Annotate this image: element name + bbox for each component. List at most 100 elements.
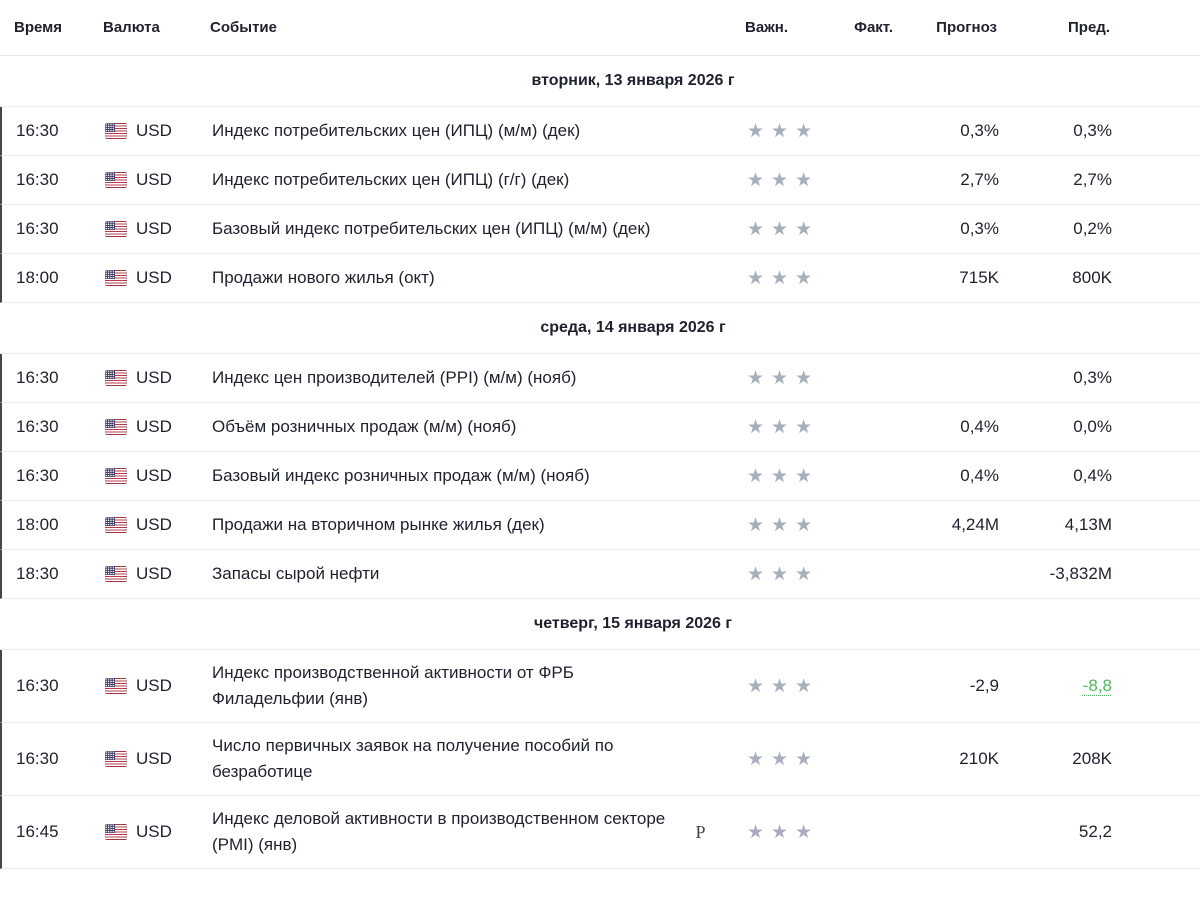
importance-stars: ★ ★ ★ [714, 218, 832, 241]
star-icon: ★ [747, 748, 765, 770]
previous-cell: 0,3% [1073, 121, 1112, 140]
event-title: Продажи на вторичном рынке жилья (дек) [212, 515, 545, 534]
currency-cell: USD [105, 515, 212, 535]
star-icon: ★ [747, 465, 765, 487]
event-row[interactable]: 16:45 USD Индекс деловой активности в прои… [0, 796, 1200, 869]
header-row: Время Валюта Событие Важн. Факт. Прогноз… [0, 0, 1200, 56]
currency-cell: USD [105, 466, 212, 486]
star-icon: ★ [795, 563, 813, 585]
star-icon: ★ [771, 218, 789, 240]
forecast-cell: 0,3% [960, 121, 999, 140]
importance-stars: ★ ★ ★ [714, 514, 832, 537]
previous-cell: 4,13M [1064, 515, 1112, 534]
forecast-cell: 0,4% [960, 417, 999, 436]
currency-code: USD [136, 170, 172, 189]
star-icon: ★ [771, 367, 789, 389]
event-row[interactable]: 16:30 USD Объём розничных продаж (м/м) (но… [0, 403, 1200, 452]
col-header-event: Событие [210, 19, 277, 36]
event-title: Базовый индекс розничных продаж (м/м) (н… [212, 466, 590, 485]
event-row[interactable]: 18:00 USD Продажи на вторичном рынке жилья… [0, 501, 1200, 550]
col-header-time: Время [14, 19, 62, 36]
previous-cell: -3,832M [1049, 564, 1112, 583]
event-title: Индекс производственной активности от ФР… [212, 663, 574, 708]
event-row[interactable]: 16:30 USD Индекс производственной активнос… [0, 650, 1200, 723]
star-icon: ★ [747, 120, 765, 142]
us-flag-icon [105, 172, 127, 188]
currency-cell: USD [105, 564, 212, 584]
event-row[interactable]: 16:30 USD Индекс потребительских цен (ИПЦ)… [0, 156, 1200, 205]
col-header-forecast: Прогноз [936, 19, 997, 36]
event-title: Объём розничных продаж (м/м) (нояб) [212, 417, 517, 436]
time-cell: 16:30 [16, 466, 59, 485]
star-icon: ★ [771, 821, 789, 843]
star-icon: ★ [747, 514, 765, 536]
currency-code: USD [136, 749, 172, 768]
currency-cell: USD [105, 749, 212, 769]
forecast-cell: 2,7% [960, 170, 999, 189]
currency-cell: USD [105, 676, 212, 696]
star-icon: ★ [747, 218, 765, 240]
time-cell: 18:00 [16, 268, 59, 287]
event-row[interactable]: 16:30 USD Индекс цен производителей (PPI) … [0, 354, 1200, 403]
currency-cell: USD [105, 121, 212, 141]
date-separator: вторник, 13 января 2026 г [0, 56, 1200, 107]
event-row[interactable]: 16:30 USD Базовый индекс потребительских ц… [0, 205, 1200, 254]
star-icon: ★ [771, 514, 789, 536]
col-header-actual: Факт. [854, 19, 893, 36]
forecast-cell: 210K [959, 749, 999, 768]
star-icon: ★ [771, 465, 789, 487]
us-flag-icon [105, 221, 127, 237]
date-separator: четверг, 15 января 2026 г [0, 599, 1200, 650]
importance-stars: ★ ★ ★ [714, 169, 832, 192]
event-title: Индекс цен производителей (PPI) (м/м) (н… [212, 368, 577, 387]
importance-stars: ★ ★ ★ [714, 821, 832, 844]
star-icon: ★ [795, 465, 813, 487]
importance-stars: ★ ★ ★ [714, 675, 832, 698]
col-header-currency: Валюта [103, 19, 160, 36]
date-separator-label: вторник, 13 января 2026 г [531, 72, 735, 89]
time-cell: 18:30 [16, 564, 59, 583]
currency-cell: USD [105, 822, 212, 842]
us-flag-icon [105, 566, 127, 582]
star-icon: ★ [747, 367, 765, 389]
previous-cell: 208K [1072, 749, 1112, 768]
currency-cell: USD [105, 417, 212, 437]
importance-stars: ★ ★ ★ [714, 416, 832, 439]
importance-stars: ★ ★ ★ [714, 748, 832, 771]
forecast-cell: 715K [959, 268, 999, 287]
previous-cell: 0,4% [1073, 466, 1112, 485]
previous-cell: 0,2% [1073, 219, 1112, 238]
previous-link[interactable]: -8,8 [1082, 676, 1112, 695]
currency-code: USD [136, 368, 172, 387]
previous-cell: -8,8 [999, 676, 1112, 696]
col-header-importance: Важн. [745, 19, 789, 36]
star-icon: ★ [771, 748, 789, 770]
star-icon: ★ [795, 169, 813, 191]
currency-cell: USD [105, 268, 212, 288]
us-flag-icon [105, 370, 127, 386]
star-icon: ★ [771, 563, 789, 585]
forecast-cell: 4,24M [951, 515, 999, 534]
event-row[interactable]: 16:30 USD Индекс потребительских цен (ИПЦ)… [0, 107, 1200, 156]
time-cell: 18:00 [16, 515, 59, 534]
importance-stars: ★ ★ ★ [714, 465, 832, 488]
time-cell: 16:45 [16, 822, 59, 841]
us-flag-icon [105, 270, 127, 286]
previous-cell: 0,3% [1073, 368, 1112, 387]
currency-code: USD [136, 515, 172, 534]
event-title: Индекс потребительских цен (ИПЦ) (м/м) (… [212, 121, 581, 140]
event-row[interactable]: 16:30 USD Число первичных заявок на получе… [0, 723, 1200, 796]
event-row[interactable]: 16:30 USD Базовый индекс розничных продаж … [0, 452, 1200, 501]
event-row[interactable]: 18:30 USD Запасы сырой нефти ★ ★ ★ -3,832M [0, 550, 1200, 599]
star-icon: ★ [747, 169, 765, 191]
time-cell: 16:30 [16, 676, 59, 695]
star-icon: ★ [795, 821, 813, 843]
date-separator-label: среда, 14 января 2026 г [540, 319, 726, 336]
us-flag-icon [105, 468, 127, 484]
previous-cell: 0,0% [1073, 417, 1112, 436]
importance-stars: ★ ★ ★ [714, 563, 832, 586]
currency-code: USD [136, 676, 172, 695]
preliminary-marker: P [695, 821, 706, 842]
event-row[interactable]: 18:00 USD Продажи нового жилья (окт) ★ ★ ★ 715… [0, 254, 1200, 303]
star-icon: ★ [795, 218, 813, 240]
